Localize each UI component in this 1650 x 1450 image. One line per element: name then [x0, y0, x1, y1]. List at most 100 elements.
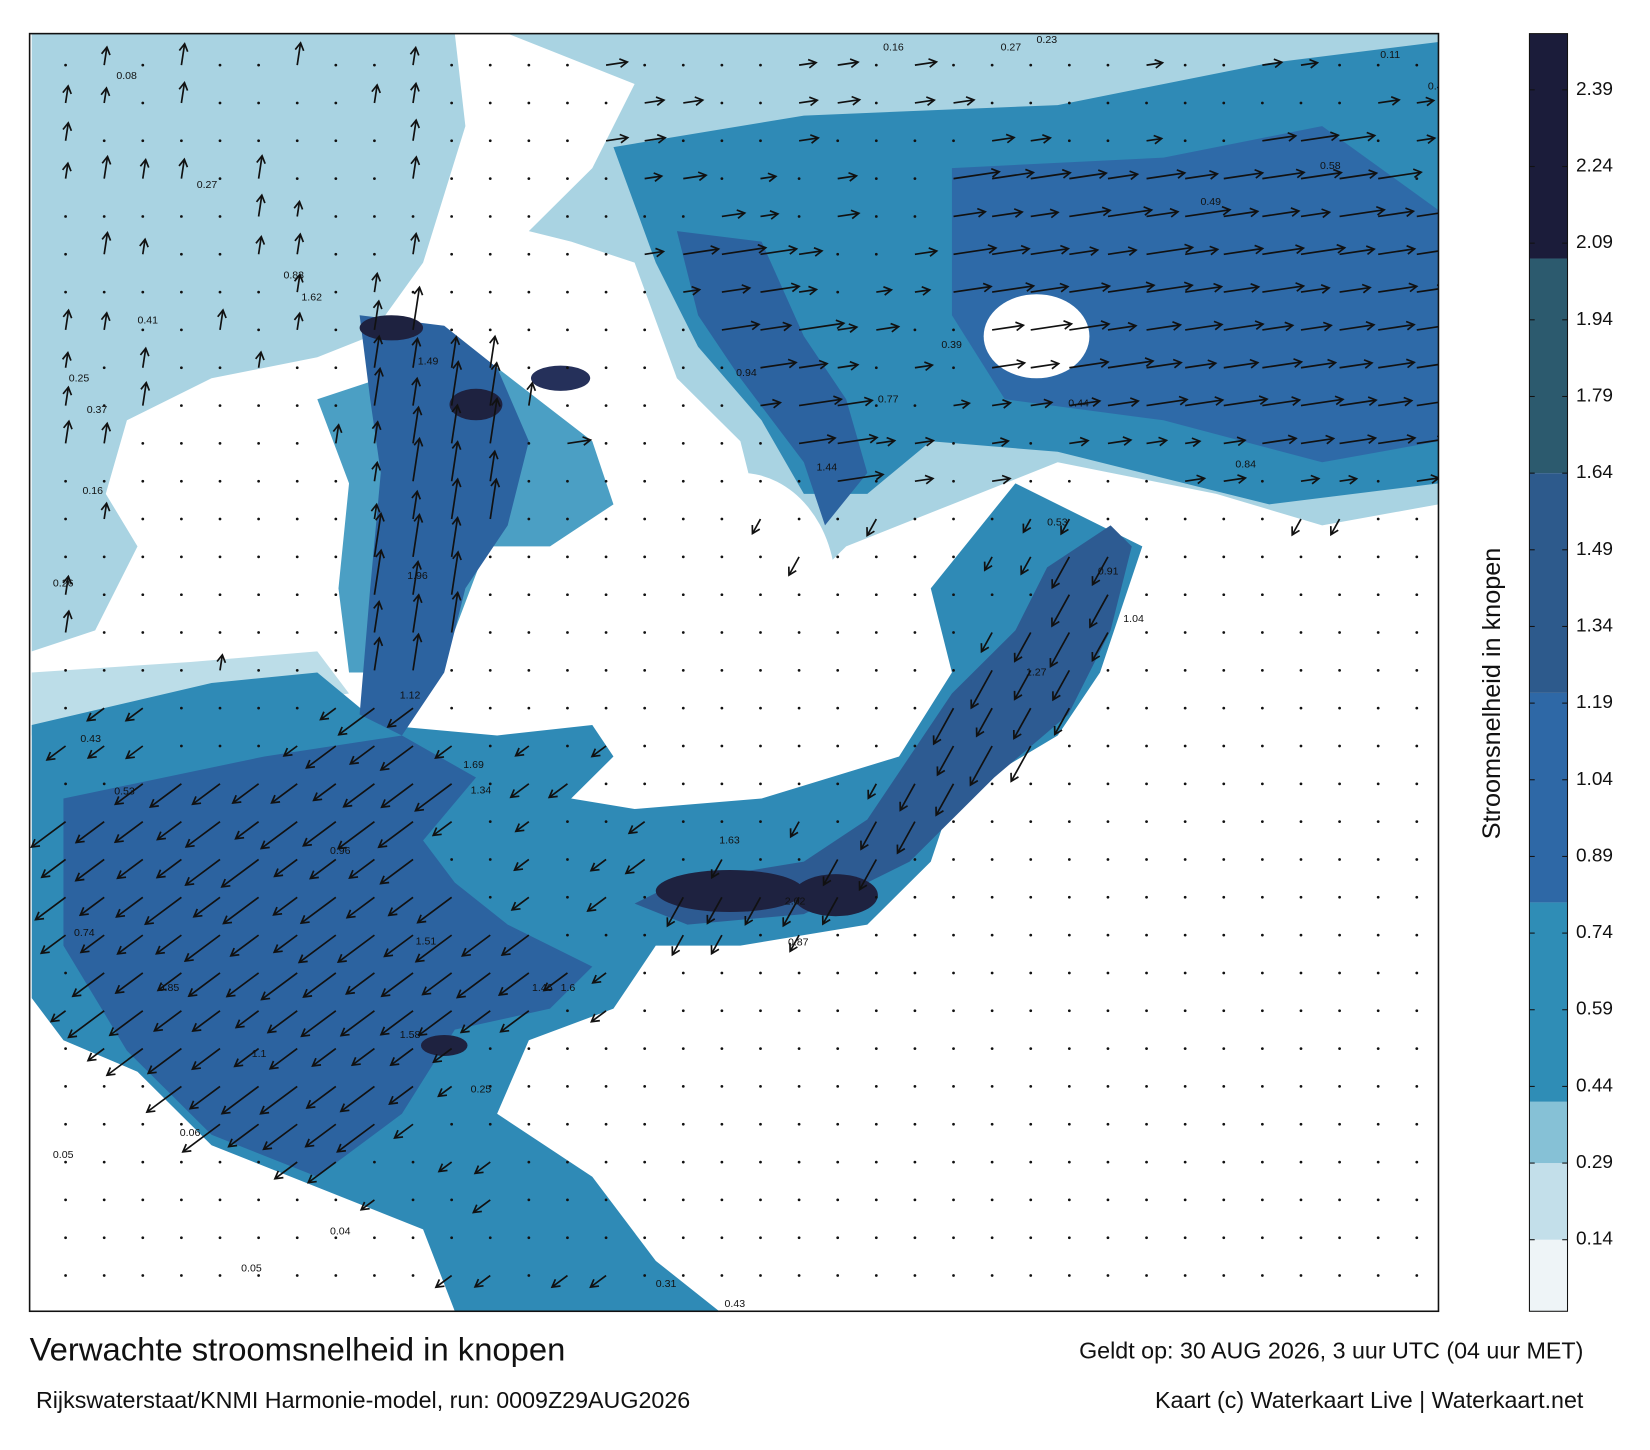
- arrow-head: [411, 376, 422, 387]
- current-arrow: [899, 783, 916, 812]
- grid-dot: [952, 1047, 955, 1050]
- grid-dot: [566, 517, 569, 521]
- arrow-shaft: [412, 338, 419, 368]
- arrow-head: [808, 285, 819, 296]
- arrow-shaft: [64, 163, 69, 179]
- arrow-shaft: [412, 287, 421, 331]
- grid-dot: [1376, 555, 1380, 559]
- arrow-head: [787, 358, 798, 369]
- grid-dot: [836, 782, 840, 786]
- grid-dot: [913, 593, 917, 597]
- grid-dot: [1222, 1160, 1226, 1164]
- current-arrow: [1300, 168, 1343, 180]
- current-arrow: [489, 477, 501, 520]
- grid-dot: [1183, 631, 1187, 634]
- grid-dot: [566, 1009, 569, 1013]
- current-arrow: [1339, 283, 1372, 294]
- grid-dot: [720, 744, 724, 748]
- current-arrow: [1030, 168, 1072, 180]
- current-label: 1.46: [532, 982, 553, 994]
- current-arrow: [412, 513, 424, 557]
- grid-dot: [681, 139, 685, 143]
- arrow-head: [1079, 436, 1090, 447]
- arrow-head: [1020, 244, 1031, 255]
- arrow-shaft: [349, 745, 375, 765]
- arrow-shaft: [914, 61, 937, 66]
- grid-dot: [1260, 933, 1264, 937]
- arrow-shaft: [798, 398, 842, 407]
- current-arrow: [991, 321, 1026, 332]
- current-arrow: [383, 934, 414, 958]
- grid-dot: [643, 1085, 647, 1088]
- arrow-shaft: [31, 820, 67, 848]
- current-arrow: [1091, 556, 1109, 587]
- arrow-shaft: [336, 1123, 375, 1153]
- grid-dot: [952, 328, 955, 332]
- arrow-shaft: [180, 159, 186, 179]
- grid-dot: [643, 517, 647, 521]
- grid-dot: [102, 631, 106, 634]
- current-arrow: [1378, 282, 1419, 293]
- sea-fastest: [530, 365, 591, 391]
- colorbar-label: Stroomsnelheid in knopen: [1478, 548, 1506, 840]
- grid-dot: [1299, 895, 1303, 899]
- grid-dot: [1183, 63, 1187, 67]
- arrow-head: [542, 982, 553, 992]
- arrow-head: [697, 171, 708, 182]
- grid-dot: [681, 1198, 685, 1202]
- current-arrow: [914, 58, 939, 68]
- current-label: 0.25: [69, 372, 90, 384]
- grid-dot: [450, 328, 454, 332]
- grid-dot: [990, 101, 994, 105]
- arrow-head: [414, 953, 425, 963]
- arrow-head: [71, 988, 82, 998]
- arrow-shaft: [1262, 399, 1300, 407]
- grid-dot: [874, 631, 878, 634]
- arrow-head: [547, 789, 558, 799]
- grid-dot: [180, 706, 183, 710]
- arrow-shaft: [155, 934, 182, 955]
- current-arrow: [371, 420, 382, 444]
- grid-dot: [1106, 1236, 1110, 1240]
- grid-dot: [257, 442, 260, 445]
- current-arrow: [1069, 246, 1100, 256]
- current-arrow: [184, 820, 221, 848]
- arrow-head: [304, 1138, 315, 1148]
- current-arrow: [991, 282, 1036, 293]
- grid-dot: [295, 1236, 299, 1240]
- grid-dot: [1106, 101, 1110, 105]
- grid-dot: [102, 1160, 106, 1164]
- arrow-head: [1129, 170, 1140, 181]
- grid-dot: [1376, 895, 1380, 899]
- current-arrow: [339, 1010, 375, 1037]
- arrow-head: [833, 395, 844, 406]
- grid-dot: [488, 895, 492, 899]
- arrow-head: [49, 1013, 60, 1023]
- grid-dot: [1338, 782, 1341, 786]
- arrow-head: [191, 796, 202, 806]
- current-arrow: [1107, 246, 1138, 256]
- arrow-head: [225, 988, 236, 998]
- arrow-head: [935, 806, 944, 817]
- grid-dot: [64, 1236, 67, 1240]
- sea-fastest: [449, 388, 503, 421]
- arrow-head: [1236, 436, 1247, 447]
- current-label: 0.06: [180, 1127, 201, 1139]
- grid-dot: [295, 101, 299, 105]
- grid-dot: [373, 1274, 376, 1277]
- grid-dot: [488, 177, 492, 180]
- current-arrow: [387, 896, 414, 917]
- arrow-shaft: [192, 1010, 221, 1032]
- arrow-shaft: [1107, 439, 1131, 445]
- grid-dot: [1338, 668, 1341, 672]
- current-arrow: [255, 350, 265, 368]
- arrow-head: [1049, 208, 1060, 219]
- current-arrow: [1300, 358, 1338, 369]
- grid-dot: [527, 139, 531, 143]
- arrow-head: [234, 1019, 245, 1029]
- grid-dot: [295, 555, 299, 559]
- grid-dot: [643, 593, 647, 597]
- arrow-head: [1091, 397, 1102, 407]
- arrow-head: [62, 419, 73, 430]
- arrow-shaft: [970, 669, 993, 709]
